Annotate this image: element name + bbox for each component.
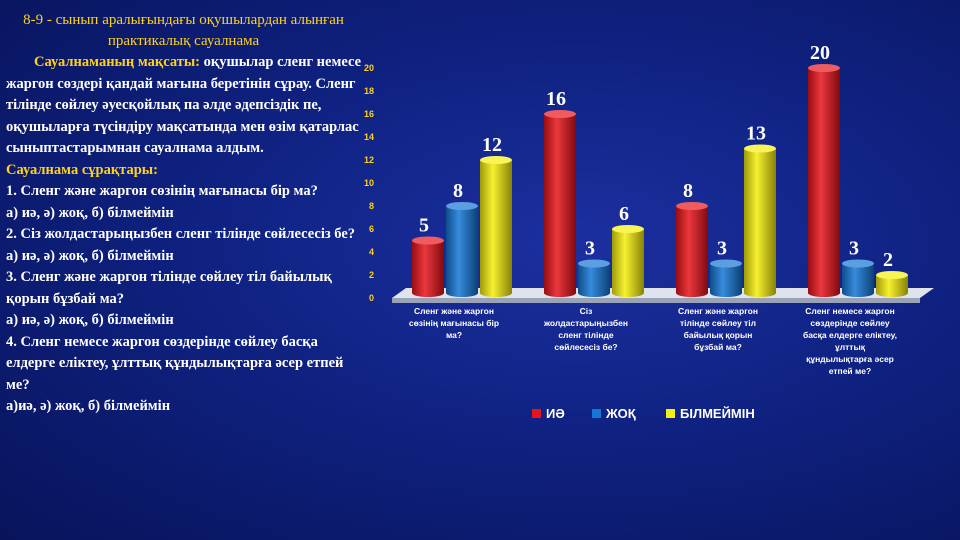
question-3: 3. Сленг және жаргон тілінде сөйлеу тіл …	[6, 269, 332, 307]
legend-swatch	[592, 409, 601, 418]
bar	[744, 144, 776, 297]
bar	[446, 202, 478, 297]
y-tick-label: 6	[369, 224, 374, 234]
y-tick-label: 16	[364, 109, 374, 119]
bar	[578, 259, 610, 297]
bar	[544, 110, 576, 297]
bar	[808, 64, 840, 297]
question-2: 2. Сіз жолдастарыңызбен сленг тілінде сө…	[6, 226, 356, 242]
y-tick-label: 10	[364, 178, 374, 188]
legend-label: БІЛМЕЙМІН	[680, 406, 755, 421]
data-label: 2	[883, 249, 893, 271]
data-label: 3	[585, 238, 595, 260]
data-label: 13	[746, 123, 766, 145]
bar	[412, 236, 444, 297]
x-category-label: Сленг және жаргон сөзінің мағынасы бір ма?	[409, 306, 499, 340]
question-1-options: а) иә, ә) жоқ, б) білмеймін	[6, 204, 174, 221]
data-label: 8	[453, 180, 463, 202]
legend-swatch	[532, 409, 541, 418]
survey-title: 8-9 - сынып аралығындағы оқушылардан алы…	[23, 12, 344, 49]
question-2-options: а) иә, ә) жоқ, б) білмеймін	[6, 247, 174, 264]
y-tick-label: 8	[369, 201, 374, 211]
data-label: 6	[619, 203, 629, 225]
data-label: 5	[419, 215, 429, 237]
survey-text-panel: 8-9 - сынып аралығындағы оқушылардан алы…	[6, 10, 361, 535]
data-label: 12	[482, 134, 502, 156]
purpose-text: оқушылар сленг немесе жаргон сөздері қан…	[6, 54, 362, 156]
question-3-options: а) иә, ә) жоқ, б) білмеймін	[6, 312, 174, 328]
y-tick-label: 18	[364, 86, 374, 96]
data-label: 3	[717, 238, 727, 260]
y-tick-label: 20	[364, 63, 374, 73]
data-label: 16	[546, 88, 566, 110]
bar	[612, 225, 644, 297]
data-label: 3	[849, 238, 859, 260]
legend-swatch	[666, 409, 675, 418]
x-category-label: Сіз жолдастарыңызбен сленг тілінде сөйлесес…	[543, 306, 628, 352]
y-tick-label: 12	[364, 155, 374, 165]
survey-bar-chart: 0 2 4 6 8 10 12 14 16 18 20 5 16 8 20 8 3 3 3 12 6 13 2 Сленг ж…	[364, 42, 934, 421]
x-category-label: Сленг немесе жаргон сөздерінде сөйлеу басқ…	[803, 306, 897, 376]
question-4: 4. Сленг немесе жаргон сөздерінде сөйлеу…	[6, 333, 344, 393]
questions-heading: Сауалнама сұрақтары:	[6, 161, 158, 178]
bar	[480, 156, 512, 297]
y-tick-label: 14	[364, 132, 374, 142]
chart-floor	[392, 288, 934, 298]
legend-label: ЖОҚ	[605, 406, 636, 421]
question-4-options: а)иә, ә) жоқ, б) білмеймін	[6, 398, 171, 414]
data-label: 20	[810, 42, 830, 64]
y-tick-label: 4	[369, 247, 374, 257]
survey-purpose: Сауалнаманың мақсаты: оқушылар сленг нем…	[6, 52, 361, 160]
x-category-label: Сленг және жаргон тілінде сөйлеу тіл байыл…	[678, 306, 758, 352]
y-tick-label: 2	[369, 270, 374, 280]
question-1: 1. Сленг және жаргон сөзінің мағынасы бі…	[6, 183, 318, 199]
bar	[842, 259, 874, 297]
bar	[710, 259, 742, 297]
purpose-label: Сауалнаманың мақсаты:	[34, 54, 200, 70]
legend-label: ИӘ	[546, 406, 565, 421]
bar	[876, 271, 908, 297]
chart-floor-edge	[392, 298, 920, 303]
bar	[676, 202, 708, 297]
y-tick-label: 0	[369, 293, 374, 303]
data-label: 8	[683, 180, 693, 202]
